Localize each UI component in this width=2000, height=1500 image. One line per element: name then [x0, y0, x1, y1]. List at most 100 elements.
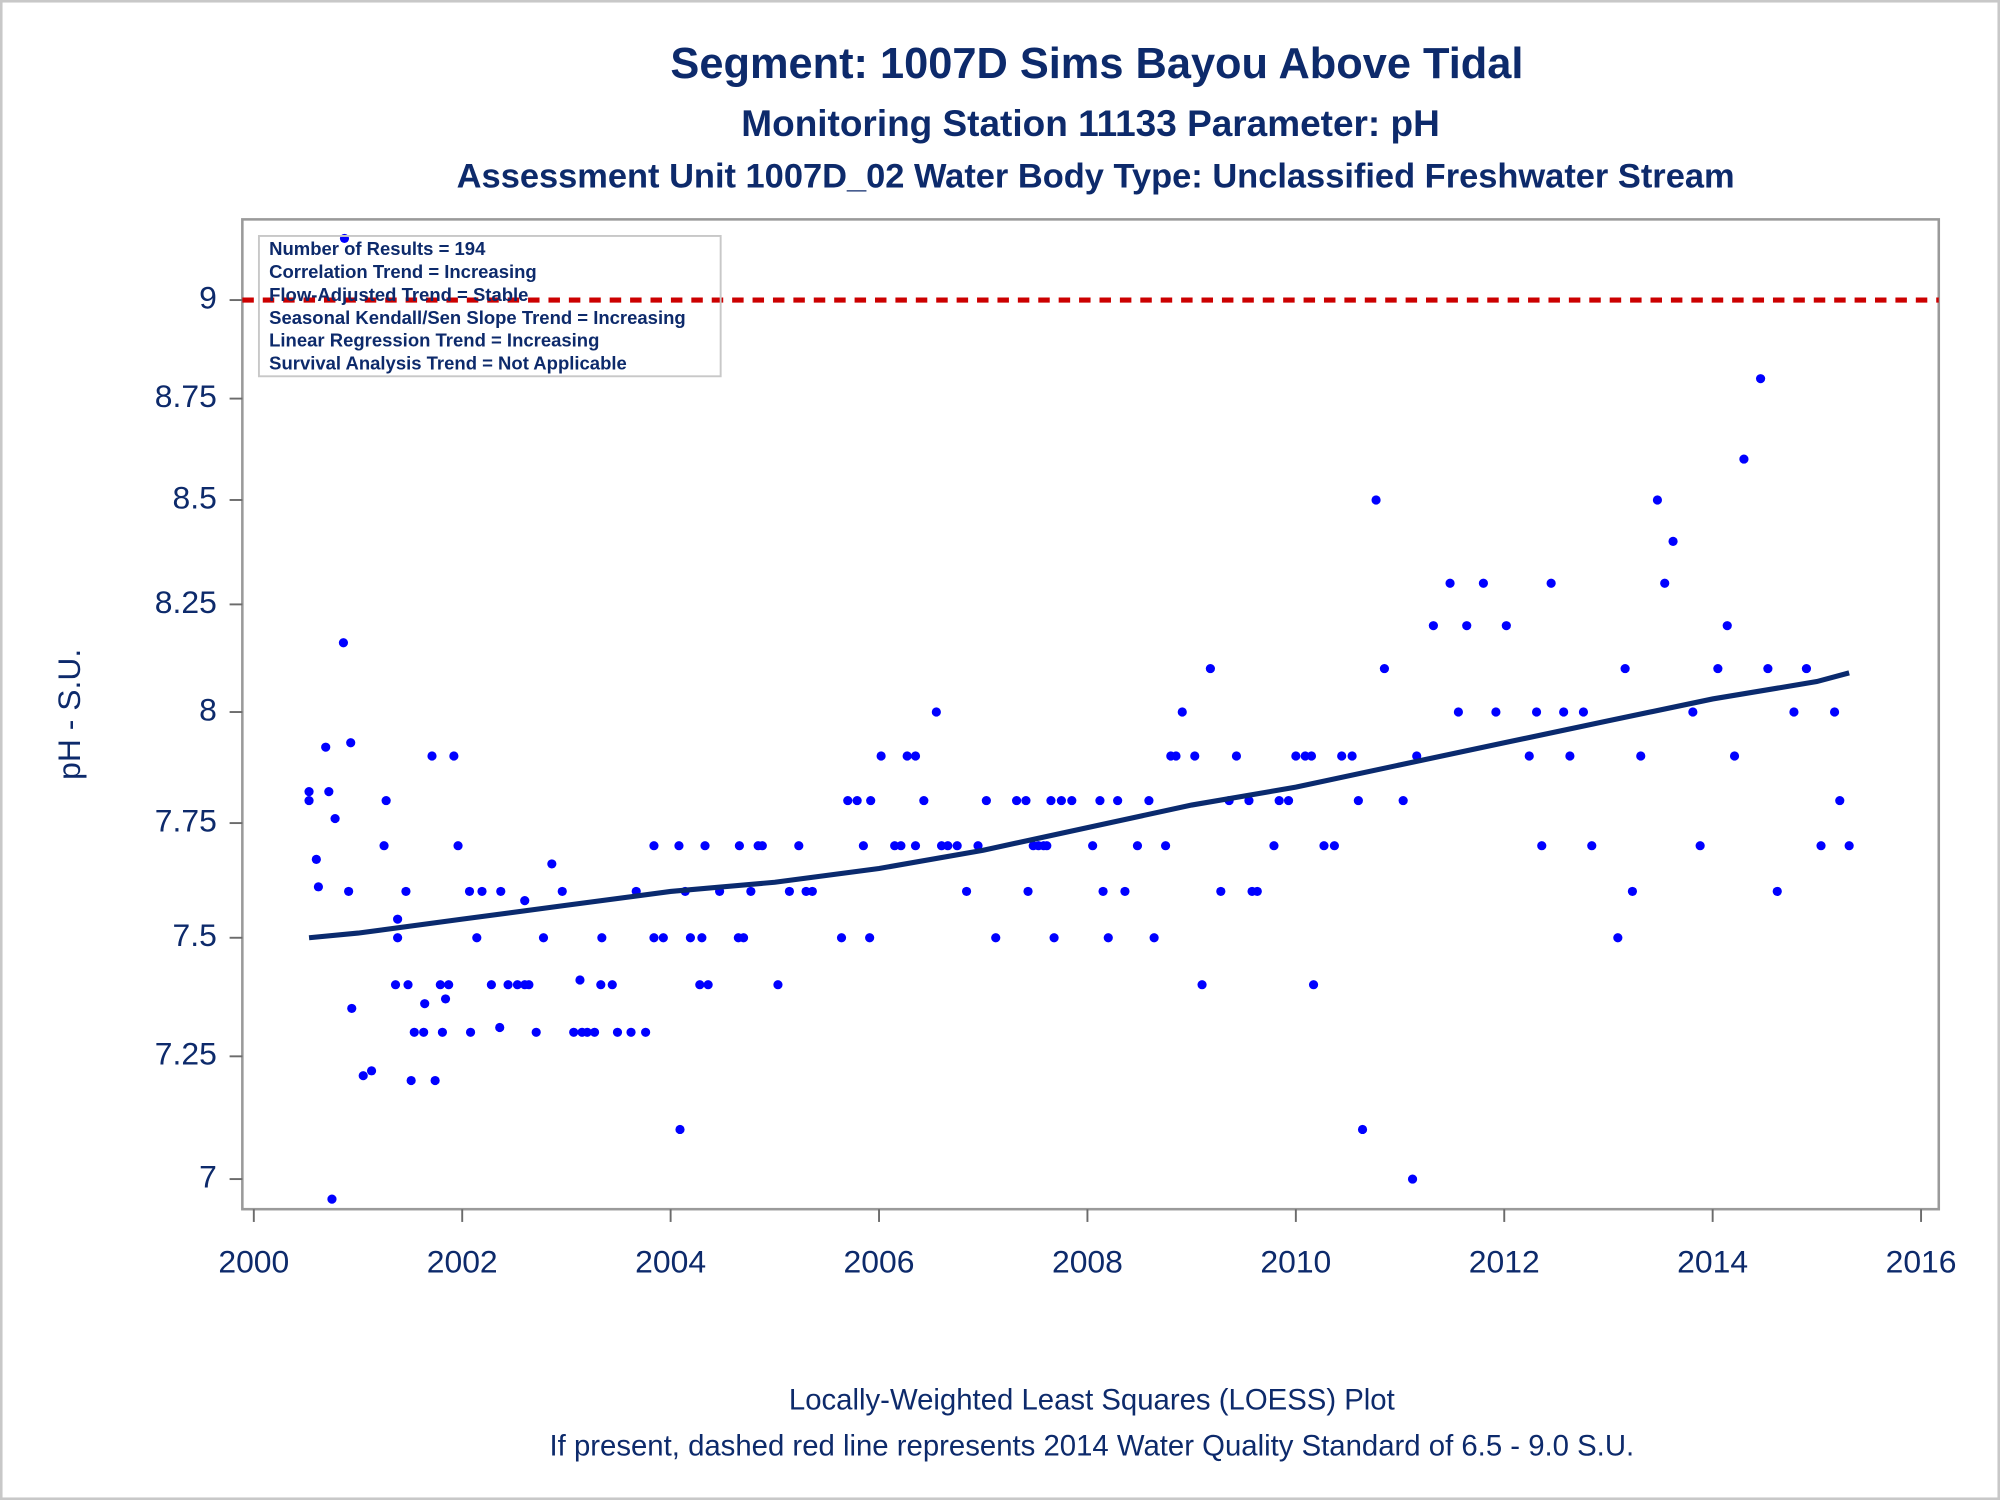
data-point: [401, 886, 411, 897]
data-point: [1546, 578, 1556, 588]
data-point: [311, 854, 321, 864]
data-point: [531, 1027, 541, 1037]
data-point: [557, 886, 567, 897]
y-tick-label: 7.25: [155, 1036, 217, 1072]
data-point: [313, 882, 324, 892]
data-point: [330, 813, 340, 824]
x-tick-label: 2016: [1886, 1243, 1957, 1279]
info-box-line: Correlation Trend = Increasing: [269, 261, 537, 282]
data-point: [1171, 751, 1181, 761]
x-tick-label: 2000: [218, 1243, 289, 1279]
data-point: [589, 1027, 600, 1037]
info-box-line: Seasonal Kendall/Sen Slope Trend = Incre…: [269, 307, 686, 328]
data-point: [1537, 841, 1547, 851]
data-point: [1801, 663, 1812, 674]
info-box-line: Survival Analysis Trend = Not Applicable: [269, 353, 627, 374]
data-point: [1668, 536, 1678, 546]
data-point: [641, 1027, 651, 1037]
data-point: [773, 980, 783, 990]
data-point: [381, 795, 391, 806]
data-point: [1049, 933, 1059, 943]
data-point: [876, 751, 886, 761]
data-point: [1190, 751, 1200, 761]
info-box-line: Flow-Adjusted Trend = Stable: [269, 284, 528, 305]
data-point: [524, 980, 534, 990]
data-point: [1587, 841, 1597, 851]
data-point: [1021, 795, 1031, 806]
data-point: [1291, 751, 1301, 761]
data-point: [1501, 621, 1511, 631]
data-point: [495, 1022, 505, 1033]
data-point: [1462, 621, 1472, 631]
x-tick-label: 2014: [1677, 1243, 1748, 1279]
x-tick-label: 2008: [1052, 1243, 1123, 1279]
data-point: [1120, 886, 1130, 897]
data-point: [1478, 578, 1488, 588]
data-point: [1177, 707, 1187, 717]
y-tick-label: 7.5: [173, 917, 217, 953]
data-point: [858, 841, 868, 851]
data-point: [626, 1027, 636, 1037]
footnote: If present, dashed red line represents 2…: [550, 1429, 1635, 1462]
data-point: [1023, 886, 1033, 897]
data-point: [1722, 621, 1732, 631]
data-point: [440, 994, 451, 1004]
data-point: [1103, 933, 1113, 943]
data-point: [685, 933, 696, 943]
data-point: [1835, 795, 1845, 806]
chart-subtitle: Monitoring Station 11133 Parameter: pH: [741, 103, 1439, 144]
data-point: [738, 933, 749, 943]
data-point: [472, 933, 482, 943]
data-point: [403, 980, 413, 990]
y-tick-label: 8.5: [173, 479, 217, 515]
data-point: [338, 638, 349, 648]
data-point: [486, 980, 496, 990]
data-point: [379, 841, 389, 851]
y-tick-label: 9: [199, 279, 217, 315]
data-point: [1620, 663, 1630, 674]
data-point: [1524, 751, 1534, 761]
data-point: [1216, 886, 1226, 897]
data-point: [1283, 795, 1294, 806]
x-tick-label: 2012: [1469, 1243, 1540, 1279]
data-point: [465, 1027, 476, 1037]
data-point: [1113, 795, 1123, 806]
data-point: [700, 841, 710, 851]
data-point: [1844, 841, 1854, 851]
data-point: [794, 841, 804, 851]
data-point: [321, 742, 331, 752]
data-point: [931, 707, 941, 717]
data-point: [910, 751, 921, 761]
x-tick-label: 2010: [1260, 1243, 1331, 1279]
data-point: [1244, 795, 1254, 806]
data-point: [991, 933, 1001, 943]
info-box-line: Number of Results = 194: [269, 238, 486, 259]
footnote: Locally-Weighted Least Squares (LOESS) P…: [789, 1384, 1395, 1417]
data-point: [961, 886, 972, 897]
data-point: [538, 933, 549, 943]
data-point: [520, 896, 530, 906]
data-point: [1789, 707, 1799, 717]
data-point: [304, 787, 314, 797]
data-point: [807, 886, 817, 897]
data-point: [1357, 1124, 1368, 1135]
data-point: [1205, 663, 1215, 674]
data-point: [1379, 663, 1390, 674]
data-point: [1098, 886, 1108, 897]
data-point: [1132, 841, 1143, 851]
data-point: [582, 1027, 592, 1037]
data-point: [1347, 751, 1357, 761]
data-point: [1578, 707, 1589, 717]
data-point: [649, 933, 659, 943]
data-point: [1453, 707, 1463, 717]
data-point: [1046, 795, 1056, 806]
data-point: [1308, 980, 1319, 990]
data-point: [1829, 707, 1840, 717]
data-point: [902, 751, 912, 761]
data-point: [1306, 751, 1317, 761]
data-point: [1231, 751, 1242, 761]
data-point: [347, 1003, 357, 1014]
data-point: [420, 999, 430, 1009]
